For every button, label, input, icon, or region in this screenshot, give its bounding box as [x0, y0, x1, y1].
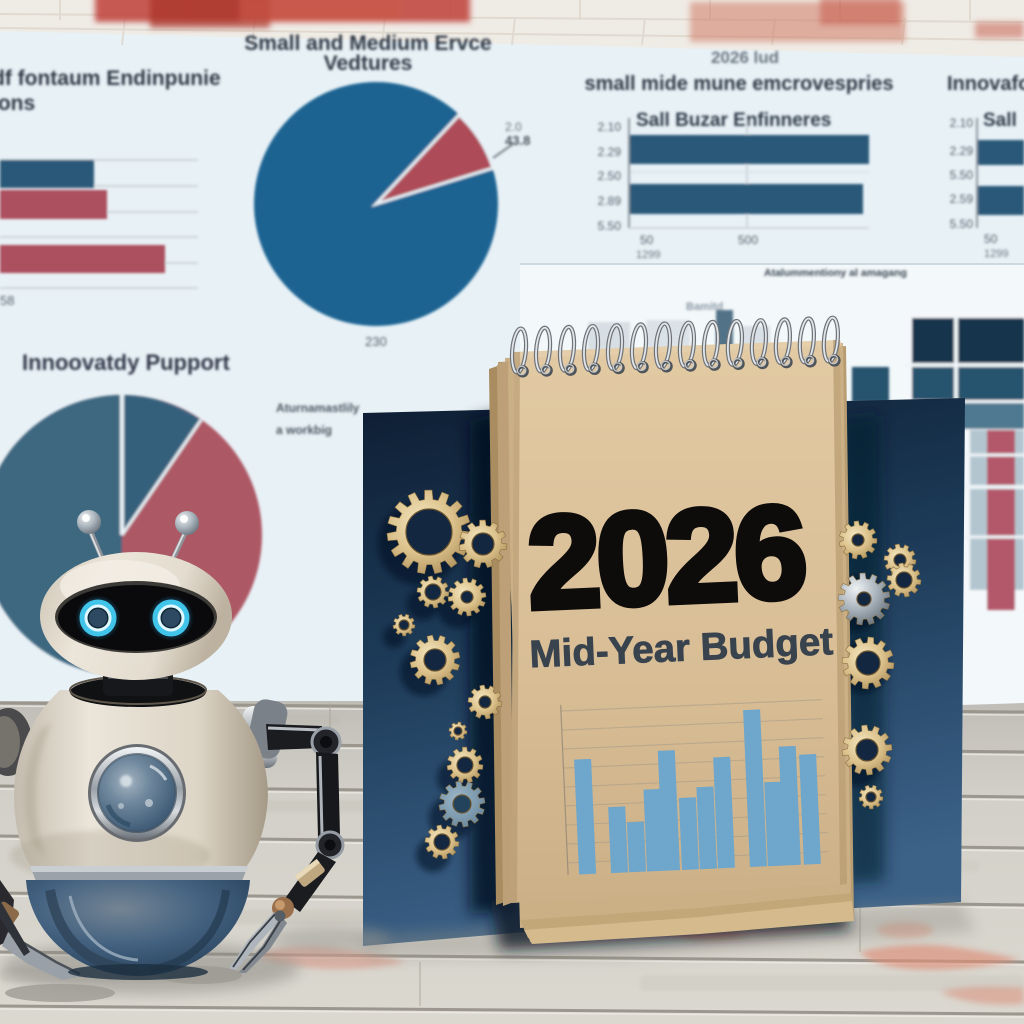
svg-text:2.50: 2.50: [598, 169, 622, 183]
svg-text:5.50: 5.50: [950, 217, 974, 231]
svg-text:Aturnamastlily: Aturnamastlily: [276, 401, 360, 415]
svg-text:2.29: 2.29: [950, 144, 974, 158]
svg-text:a workbig: a workbig: [276, 423, 332, 437]
svg-text:1299: 1299: [636, 249, 660, 261]
svg-text:50: 50: [640, 233, 654, 247]
svg-text:58: 58: [0, 293, 14, 308]
svg-text:2.10: 2.10: [950, 116, 974, 130]
svg-text:2.29: 2.29: [598, 145, 622, 159]
svg-text:Bamitd: Bamitd: [686, 301, 723, 313]
svg-text:43.8: 43.8: [505, 133, 530, 148]
svg-text:ions: ions: [0, 92, 35, 115]
svg-text:df fontaum Endinpunie: df fontaum Endinpunie: [0, 67, 221, 90]
svg-text:Innoovatdy Pupport: Innoovatdy Pupport: [22, 350, 230, 375]
svg-text:Vedtures: Vedtures: [324, 52, 413, 75]
svg-text:2026 lud: 2026 lud: [711, 48, 779, 67]
svg-text:Innovafo: Innovafo: [947, 73, 1024, 95]
svg-text:5.50: 5.50: [598, 219, 622, 233]
svg-text:Atalummentiony al amagang: Atalummentiony al amagang: [764, 267, 907, 279]
svg-text:small mide mune emcrovespries: small mide mune emcrovespries: [584, 73, 893, 95]
svg-text:2026: 2026: [525, 477, 807, 636]
svg-text:2.0: 2.0: [505, 120, 522, 134]
svg-text:5.50: 5.50: [950, 168, 974, 182]
svg-text:1299: 1299: [984, 248, 1008, 260]
svg-text:500: 500: [738, 233, 758, 247]
svg-text:Sall Buzar Enfinneres: Sall Buzar Enfinneres: [636, 110, 831, 131]
svg-text:2.59: 2.59: [950, 192, 974, 206]
svg-text:230: 230: [365, 334, 387, 349]
svg-text:2.10: 2.10: [598, 120, 622, 134]
svg-text:50: 50: [984, 232, 998, 246]
svg-text:Small and Medium Ervce: Small and Medium Ervce: [244, 32, 491, 55]
svg-text:Sall: Sall: [983, 110, 1017, 131]
svg-text:2.89: 2.89: [598, 194, 622, 208]
